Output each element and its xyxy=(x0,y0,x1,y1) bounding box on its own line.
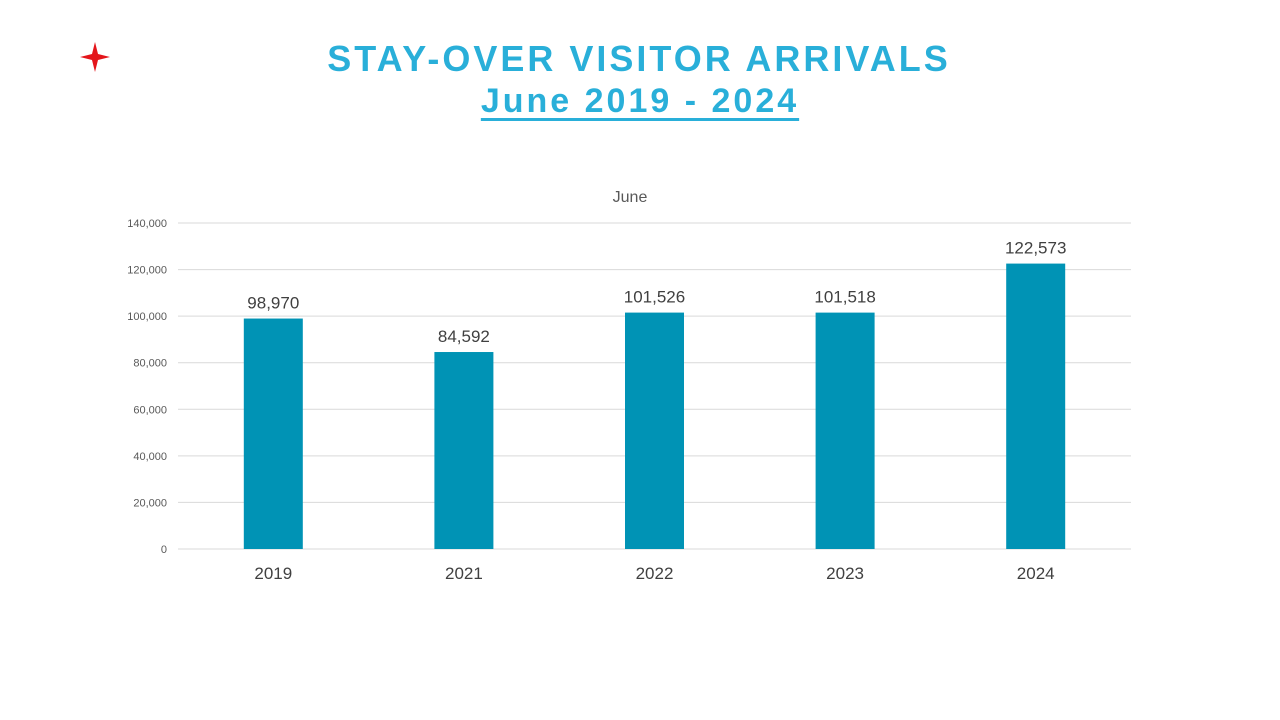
x-axis-ticks: 2019 2021 2022 2023 2024 xyxy=(254,564,1054,583)
star-logo-icon xyxy=(80,42,110,72)
data-label-2022: 101,526 xyxy=(624,288,685,307)
x-tick-label-2023: 2023 xyxy=(826,564,864,583)
bar-2024 xyxy=(1006,263,1066,549)
bar-chart: June 0 20,000 40,000 60,000 80,000 100,000 120… xyxy=(127,189,1131,583)
bar-2019 xyxy=(243,318,303,549)
x-tick-label-2022: 2022 xyxy=(636,564,674,583)
y-tick-label: 100,000 xyxy=(127,311,167,323)
y-tick-label: 20,000 xyxy=(133,497,167,509)
data-label-2024: 122,573 xyxy=(1005,239,1066,258)
data-labels: 98,970 84,592 101,526 101,518 122,573 xyxy=(247,239,1066,346)
y-axis-ticks: 0 20,000 40,000 60,000 80,000 100,000 120,000 1… xyxy=(127,218,167,556)
y-tick-label: 40,000 xyxy=(133,451,167,463)
bar-2023 xyxy=(815,312,875,549)
x-tick-label-2021: 2021 xyxy=(445,564,483,583)
data-label-2021: 84,592 xyxy=(438,327,490,346)
data-label-2023: 101,518 xyxy=(814,288,875,307)
data-label-2019: 98,970 xyxy=(247,294,299,313)
chart-title: June xyxy=(613,189,648,206)
bar-2021 xyxy=(434,352,494,549)
page-title: STAY-OVER VISITOR ARRIVALS xyxy=(327,38,951,79)
x-tick-label-2024: 2024 xyxy=(1017,564,1055,583)
y-tick-label: 120,000 xyxy=(127,265,167,277)
x-tick-label-2019: 2019 xyxy=(254,564,292,583)
page-subtitle: June 2019 - 2024 xyxy=(480,82,800,120)
chart-container: June 0 20,000 40,000 60,000 80,000 100,000 120… xyxy=(0,170,1280,600)
y-tick-label: 60,000 xyxy=(133,404,167,416)
y-tick-label: 80,000 xyxy=(133,358,167,370)
gridlines xyxy=(178,222,1131,550)
bars xyxy=(243,263,1066,549)
page-header: STAY-OVER VISITOR ARRIVALS June 2019 - 2… xyxy=(0,38,1280,122)
y-tick-label: 0 xyxy=(161,544,167,556)
y-tick-label: 140,000 xyxy=(127,218,167,230)
bar-2022 xyxy=(625,312,684,549)
